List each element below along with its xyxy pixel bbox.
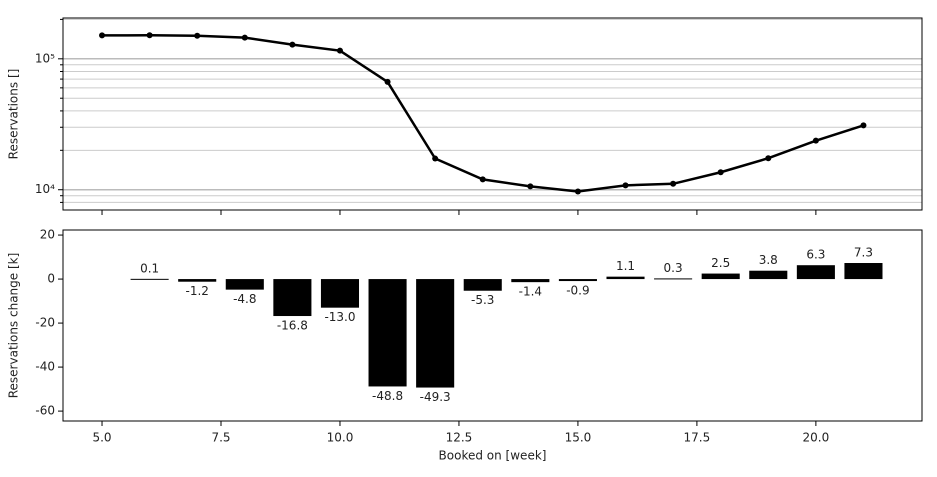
bar: [225, 279, 264, 290]
point: [146, 32, 153, 39]
y-tick-label: -60: [35, 404, 55, 418]
bar: [511, 279, 550, 283]
y-tick-label: 10⁵: [35, 51, 55, 65]
point: [860, 122, 867, 129]
point: [99, 32, 106, 39]
y-tick-label: 20: [40, 228, 55, 242]
x-tick-label: 10.0: [327, 431, 354, 445]
data-label: -0.9: [566, 284, 589, 298]
x-tick-label: 7.5: [211, 431, 230, 445]
data-label: 0.3: [664, 261, 683, 275]
bar: [463, 279, 502, 291]
point: [622, 182, 629, 189]
x-tick-label: 12.5: [446, 431, 473, 445]
point: [241, 34, 248, 41]
data-label: 2.5: [711, 256, 730, 270]
data-label: -1.2: [185, 284, 208, 298]
axes-frame: [62, 17, 923, 211]
data-label: -13.0: [324, 310, 355, 324]
point: [336, 47, 343, 54]
point: [384, 78, 391, 85]
y-tick-label: 10⁴: [35, 182, 55, 196]
data-label: 7.3: [854, 246, 873, 260]
x-tick-label: 17.5: [684, 431, 711, 445]
data-label: -5.3: [471, 293, 494, 307]
point: [717, 169, 724, 176]
point: [812, 137, 819, 144]
x-tick-label: 20.0: [803, 431, 830, 445]
x-axis-label: Booked on [week]: [439, 449, 547, 463]
data-label: -4.8: [233, 292, 256, 306]
y-tick-label: -40: [35, 360, 55, 374]
y-tick-label: -20: [35, 316, 55, 330]
data-label: -49.3: [420, 390, 451, 404]
y-axis-label: Reservations []: [7, 69, 21, 160]
data-label: -16.8: [277, 319, 308, 333]
data-label: -1.4: [519, 285, 542, 299]
data-label: 3.8: [759, 253, 778, 267]
point: [527, 183, 534, 190]
point: [670, 180, 677, 187]
bar: [701, 273, 740, 280]
bar: [606, 276, 645, 280]
bar: [416, 279, 455, 388]
bar: [558, 279, 597, 282]
bar: [273, 279, 312, 317]
y-tick-label: 0: [47, 272, 55, 286]
bar: [654, 278, 693, 280]
data-label: 6.3: [806, 248, 825, 262]
x-tick-label: 15.0: [565, 431, 592, 445]
bar: [178, 279, 217, 282]
point: [432, 155, 439, 162]
bar: [320, 279, 360, 308]
bar: [368, 279, 407, 387]
data-label: 1.1: [616, 259, 635, 273]
bar: [130, 278, 169, 280]
bar: [796, 265, 835, 280]
data-label: 0.1: [140, 261, 159, 275]
point: [574, 188, 581, 195]
y-axis-label: Reservations change [k]: [7, 253, 21, 399]
data-label: -48.8: [372, 389, 403, 403]
x-tick-label: 5.0: [92, 431, 111, 445]
bar: [844, 263, 883, 280]
point: [289, 41, 296, 48]
point: [194, 32, 201, 39]
point: [479, 176, 486, 183]
point: [765, 155, 772, 162]
axes-frame: [62, 229, 923, 422]
bar: [749, 270, 788, 280]
